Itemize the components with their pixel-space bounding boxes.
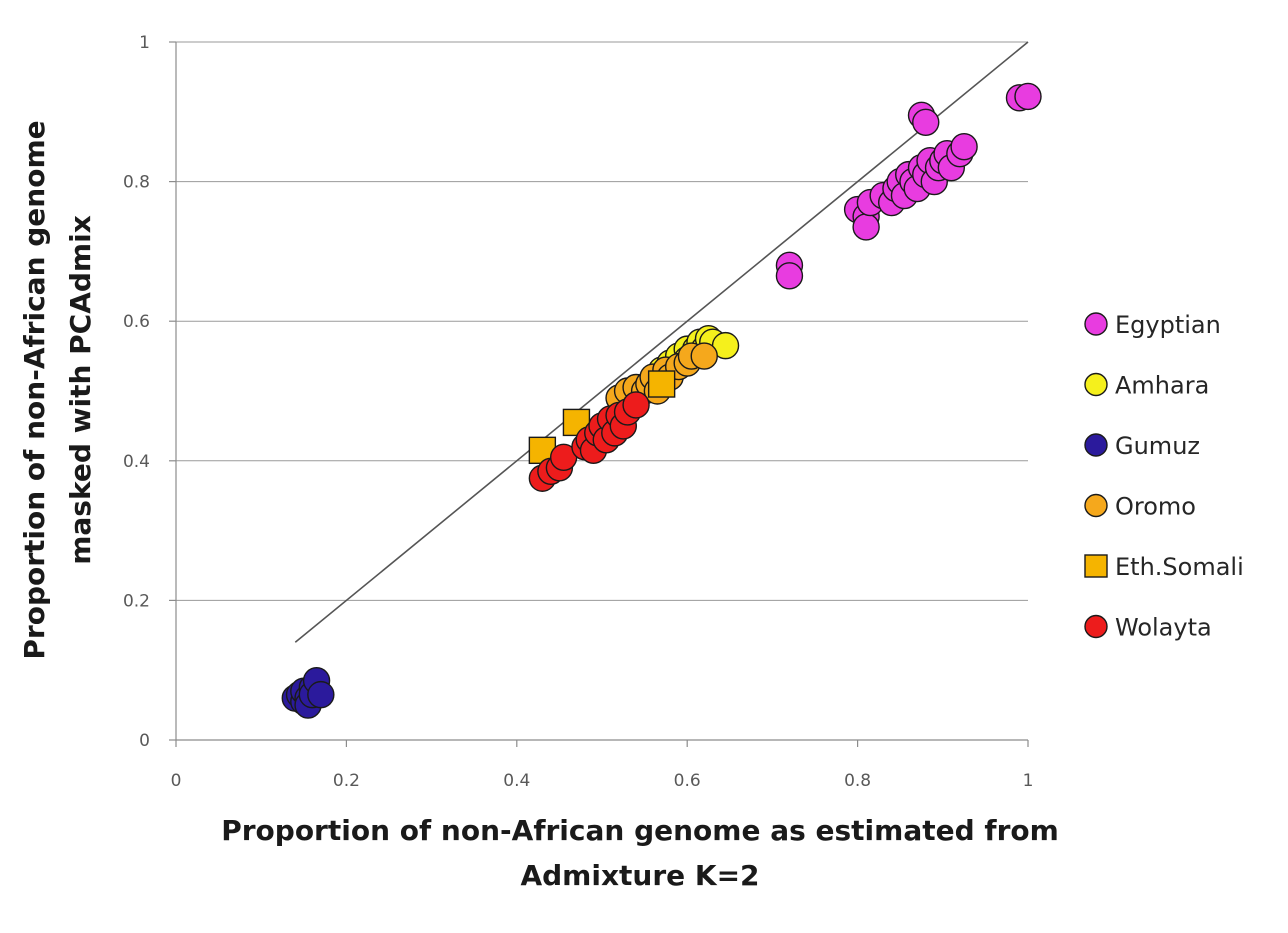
series-wolayta [528, 391, 650, 492]
legend-label: Gumuz [1115, 432, 1200, 460]
legend-marker [1084, 554, 1108, 578]
legend-marker [1084, 493, 1108, 518]
data-point [622, 391, 650, 419]
y-tick-label: 1 [139, 33, 150, 53]
y-tick-label: 0.4 [123, 452, 150, 472]
legend-marker [1084, 433, 1108, 457]
y-axis-title: Proportion of non-African genome masked … [18, 120, 97, 659]
reference-line [294, 41, 1029, 643]
legend-marker [1084, 614, 1108, 639]
y-axis-title-line-1: Proportion of non-African genome [18, 120, 51, 659]
y-tick-labels: 0 0.2 0.4 0.6 0.8 1 [123, 33, 150, 751]
data-point [852, 213, 880, 241]
data-point [912, 108, 940, 136]
y-tick-label: 0.8 [123, 173, 150, 193]
y-tick-label: 0 [139, 731, 150, 751]
y-tick-label: 0.6 [123, 312, 150, 332]
data-point-square [647, 370, 676, 398]
legend-label: Oromo [1115, 493, 1196, 521]
data-point [775, 262, 804, 290]
axes [169, 41, 1029, 747]
x-tick-labels: 0 0.2 0.4 0.6 0.8 1 [171, 771, 1034, 791]
series-egyptian [775, 82, 1042, 290]
y-axis-title-line-2: masked with PCAdmix [64, 215, 97, 565]
series-gumuz [281, 666, 335, 719]
data-point [690, 342, 718, 370]
y-tick-label: 0.2 [123, 591, 150, 611]
data-point [307, 680, 335, 709]
x-axis-title-line-1: Proportion of non-African genome as esti… [221, 814, 1059, 847]
x-tick-label: 0.2 [333, 771, 360, 791]
x-tick-label: 1 [1023, 771, 1034, 791]
data-point [1014, 82, 1042, 111]
gridlines [176, 41, 1028, 601]
x-tick-label: 0 [171, 771, 182, 791]
x-tick-label: 0.8 [844, 771, 871, 791]
legend-label: Eth.Somali [1115, 553, 1244, 581]
legend-label: Wolayta [1115, 614, 1212, 642]
x-tick-label: 0.6 [674, 771, 701, 791]
x-axis-title-line-2: Admixture K=2 [520, 859, 759, 892]
legend-marker [1084, 312, 1108, 336]
legend: Egyptian Amhara Gumuz Oromo Eth.Somali Wolayt… [1084, 311, 1244, 642]
data-point [950, 132, 978, 161]
data-points [281, 82, 1042, 719]
legend-label: Egyptian [1115, 311, 1221, 339]
legend-marker [1084, 372, 1108, 397]
legend-label: Amhara [1115, 372, 1209, 400]
x-tick-label: 0.4 [503, 771, 530, 791]
